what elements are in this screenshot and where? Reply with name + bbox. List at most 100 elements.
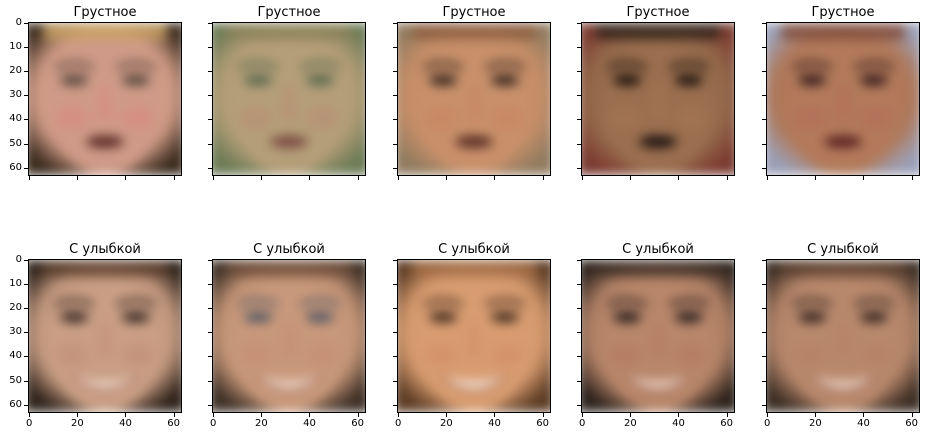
right-eye bbox=[305, 74, 335, 86]
y-tick: 30 bbox=[0, 89, 28, 101]
nose bbox=[279, 321, 299, 359]
y-tick bbox=[172, 162, 212, 174]
y-tick-label: 20 bbox=[9, 65, 22, 77]
x-tick-mark bbox=[125, 176, 127, 180]
x-axis-ticks bbox=[28, 176, 182, 194]
x-tick: 0 bbox=[383, 413, 413, 430]
y-tick-mark bbox=[393, 95, 397, 97]
face-image bbox=[28, 22, 182, 176]
y-tick bbox=[541, 89, 581, 101]
mouth bbox=[824, 135, 862, 148]
forehead-hair bbox=[412, 260, 536, 277]
y-tick bbox=[172, 138, 212, 150]
mouth bbox=[639, 135, 677, 148]
y-tick bbox=[172, 326, 212, 338]
x-tick-label: 60 bbox=[167, 418, 180, 429]
x-tick: 60 bbox=[159, 413, 189, 430]
x-tick-mark bbox=[630, 176, 632, 180]
y-tick bbox=[541, 399, 581, 411]
subplot-panel: С улыбкой 0 20 40 60 bbox=[393, 242, 551, 433]
nose bbox=[464, 84, 484, 122]
nose bbox=[464, 321, 484, 359]
y-tick-mark bbox=[762, 47, 766, 49]
right-cheek bbox=[121, 343, 155, 367]
x-tick: 20 bbox=[615, 413, 645, 430]
y-tick-mark bbox=[762, 356, 766, 358]
y-tick bbox=[172, 17, 212, 29]
y-tick-mark bbox=[577, 260, 581, 262]
smile-lip bbox=[254, 375, 324, 391]
y-axis-ticks bbox=[357, 22, 397, 176]
y-tick-mark bbox=[393, 260, 397, 262]
left-eye bbox=[797, 311, 827, 323]
x-tick-mark bbox=[767, 413, 769, 417]
left-cheek bbox=[608, 106, 642, 130]
forehead-hair bbox=[227, 23, 351, 40]
x-tick-label: 0 bbox=[26, 418, 33, 429]
subplot-panel: Грустное bbox=[577, 6, 735, 196]
x-tick-mark bbox=[911, 176, 913, 180]
right-eyebrow bbox=[484, 297, 526, 308]
mouth bbox=[270, 135, 308, 148]
x-tick-mark bbox=[446, 176, 448, 180]
y-tick-label: 40 bbox=[9, 113, 22, 125]
y-tick bbox=[172, 113, 212, 125]
x-tick-mark bbox=[213, 413, 215, 417]
y-tick-mark bbox=[393, 332, 397, 334]
x-tick-mark bbox=[398, 176, 400, 180]
subplot-panel: С улыбкой 0 20 40 60 bbox=[762, 243, 920, 433]
y-tick bbox=[541, 162, 581, 174]
x-tick: 40 bbox=[479, 413, 509, 430]
y-tick bbox=[726, 65, 766, 77]
y-tick bbox=[541, 65, 581, 77]
x-tick-mark bbox=[494, 413, 496, 417]
left-eyebrow bbox=[606, 297, 648, 308]
x-tick-label: 20 bbox=[439, 418, 453, 429]
y-tick-label: 30 bbox=[9, 89, 22, 101]
right-eyebrow bbox=[668, 60, 710, 71]
y-tick bbox=[541, 138, 581, 150]
y-tick bbox=[172, 254, 212, 266]
y-tick: 40 bbox=[0, 113, 28, 125]
y-tick-mark bbox=[24, 308, 28, 310]
y-tick: 60 bbox=[0, 162, 28, 174]
x-tick-mark bbox=[173, 413, 175, 417]
y-tick bbox=[172, 41, 212, 53]
y-tick bbox=[357, 375, 397, 387]
left-eyebrow bbox=[237, 297, 279, 308]
y-tick-mark bbox=[762, 95, 766, 97]
left-eye bbox=[797, 74, 827, 86]
y-tick-mark bbox=[24, 332, 28, 334]
x-tick-mark bbox=[173, 176, 175, 180]
x-tick-mark bbox=[542, 176, 544, 180]
x-tick-mark bbox=[357, 413, 359, 417]
x-tick-label: 0 bbox=[395, 418, 402, 429]
right-eye bbox=[859, 74, 889, 86]
y-tick: 0 bbox=[0, 17, 28, 29]
right-eye bbox=[121, 311, 151, 323]
y-tick-mark bbox=[208, 119, 212, 121]
y-tick-mark bbox=[24, 284, 28, 286]
x-tick: 0 bbox=[752, 413, 782, 430]
y-tick-mark bbox=[208, 380, 212, 382]
face-image-svg bbox=[398, 23, 550, 175]
y-tick bbox=[541, 326, 581, 338]
y-tick-mark bbox=[208, 356, 212, 358]
y-tick-label: 30 bbox=[9, 326, 22, 338]
y-tick-mark bbox=[208, 404, 212, 406]
y-axis-ticks: 0 10 20 30 40 50 60 bbox=[0, 254, 28, 413]
y-tick bbox=[357, 113, 397, 125]
left-cheek bbox=[55, 343, 89, 367]
left-eye bbox=[428, 311, 458, 323]
right-eyebrow bbox=[484, 60, 526, 71]
right-eye bbox=[490, 311, 520, 323]
y-tick: 20 bbox=[0, 302, 28, 314]
face-image-svg bbox=[767, 23, 919, 175]
x-tick-mark bbox=[863, 176, 865, 180]
subplot-title: С улыбкой bbox=[438, 242, 510, 257]
x-tick-mark bbox=[542, 413, 544, 417]
x-tick-label: 0 bbox=[210, 418, 217, 429]
left-eye bbox=[612, 311, 642, 323]
x-tick-mark bbox=[726, 413, 728, 417]
right-eyebrow bbox=[299, 60, 341, 71]
